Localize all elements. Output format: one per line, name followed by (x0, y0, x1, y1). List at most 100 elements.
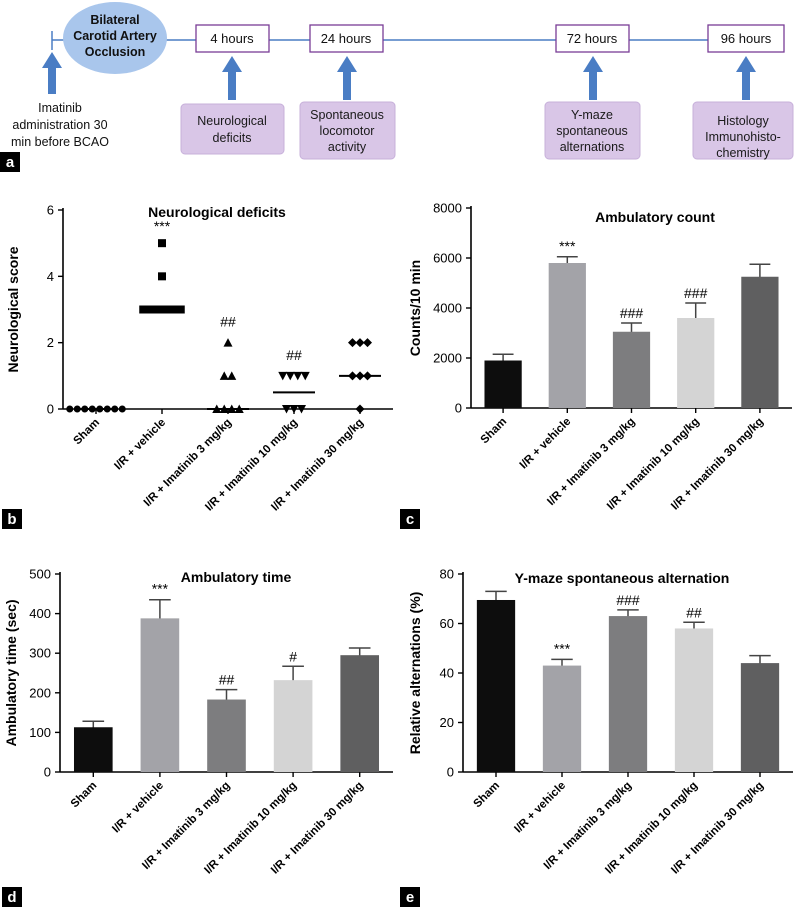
bar-sham (484, 360, 522, 408)
chart-ambulatory-count: Ambulatory count Counts/10 min 0 2000 4000 60… (400, 201, 792, 529)
bcao-line-3: Occlusion (85, 45, 145, 59)
test-label-histology-1: Histology (717, 114, 769, 128)
timepoint-label-72h: 72 hours (567, 31, 618, 46)
chart-title: Y-maze spontaneous alternation (515, 570, 730, 586)
test-box-locomotor (299, 101, 396, 160)
y-axis-label: Neurological score (5, 246, 21, 372)
panel-letter: c (406, 511, 414, 528)
chart-ymaze-alternation: Y-maze spontaneous alternation Relative a… (400, 567, 793, 907)
arrow-72h (583, 56, 603, 100)
y-tick-label: 0 (455, 401, 462, 416)
pretreatment-line-2: administration 30 (12, 118, 107, 132)
data-point (278, 371, 288, 381)
y-tick-label: 6000 (433, 251, 462, 266)
y-tick-label: 60 (440, 616, 454, 631)
y-axis-label: Relative alternations (%) (407, 592, 423, 755)
y-axis-label: Ambulatory time (sec) (3, 599, 19, 746)
timepoint-label-24h: 24 hours (321, 31, 372, 46)
y-tick-label: 40 (440, 666, 454, 681)
data-point (355, 404, 365, 414)
data-point (282, 405, 291, 414)
category-label-sham: Sham (71, 417, 102, 448)
data-point (363, 338, 372, 348)
scatter-group-i-r-vehicle (139, 239, 185, 314)
y-tick-label: 8000 (433, 201, 462, 216)
test-label-histology-2: Immunohisto- (705, 130, 781, 144)
chart-title: Ambulatory count (595, 209, 715, 225)
data-point (158, 239, 166, 248)
test-label-histology-3: chemistry (716, 146, 770, 160)
timepoint-box-24h (309, 24, 384, 53)
significance-i-r-vehicle: *** (554, 640, 571, 656)
bcao-ellipse (63, 2, 167, 74)
bar-i-r-imatinib-10-mg-kg (273, 680, 313, 772)
bar-sham (476, 599, 516, 772)
y-tick-label: 0 (44, 765, 51, 780)
test-label-locomotor-1: Spontaneous (310, 108, 384, 122)
significance-i-r-vehicle: *** (559, 238, 576, 254)
bar-i-r-vehicle (542, 665, 582, 772)
data-point (66, 405, 74, 413)
y-tick-label: 80 (440, 567, 454, 582)
chart-ambulatory-time: Ambulatory time Ambulatory time (sec) 0 100… (2, 567, 393, 907)
panel-letter-bg (400, 887, 420, 907)
significance-i-r-imatinib-3-mg-kg: ## (220, 314, 236, 330)
panel-letter-bg (2, 509, 22, 529)
y-tick-label: 0 (47, 402, 54, 417)
y-tick-label: 300 (29, 646, 51, 661)
chart-title: Ambulatory time (181, 569, 292, 585)
y-tick-label: 4 (47, 269, 54, 284)
test-label-ymaze-2: spontaneous (556, 124, 628, 138)
panel-letter: e (406, 889, 414, 906)
panel-letter-a-bg (0, 152, 20, 172)
significance-i-r-imatinib-10-mg-kg: # (289, 648, 297, 664)
timepoint-box-96h (707, 24, 785, 53)
y-tick-label: 500 (29, 567, 51, 582)
y-tick-label: 2000 (433, 351, 462, 366)
significance-i-r-imatinib-10-mg-kg: ### (684, 285, 708, 301)
y-tick-label: 400 (29, 606, 51, 621)
bar-i-r-imatinib-10-mg-kg (677, 318, 715, 408)
data-point (289, 405, 299, 414)
bcao-line-2: Carotid Artery (73, 29, 157, 43)
timepoint-box-72h (555, 24, 630, 53)
data-point (348, 338, 357, 348)
data-point (227, 371, 237, 380)
panel-letter-bg (400, 509, 420, 529)
test-label-ymaze-3: alternations (560, 140, 625, 154)
y-tick-label: 2 (47, 335, 54, 350)
category-label-i-r-vehicle: I/R + vehicle (112, 417, 168, 473)
data-point (293, 371, 303, 381)
experimental-timeline: Bilateral Carotid Artery Occlusion Imati… (0, 2, 794, 172)
pretreatment-line-1: Imatinib (38, 101, 82, 115)
panel-letter-bg (2, 887, 22, 907)
bar-i-r-vehicle (140, 618, 180, 772)
category-label-sham: Sham (479, 416, 510, 447)
y-tick-label: 4000 (433, 301, 462, 316)
bcao-line-1: Bilateral (90, 13, 139, 27)
category-label-i-r-vehicle: I/R + vehicle (518, 416, 574, 472)
y-tick-label: 0 (447, 765, 454, 780)
test-label-locomotor-3: activity (328, 140, 367, 154)
timepoint-box-4h (195, 24, 270, 53)
significance-i-r-imatinib-10-mg-kg: ## (686, 604, 702, 620)
test-label-neuro-1: Neurological (197, 114, 266, 128)
significance-i-r-imatinib-3-mg-kg: ### (620, 305, 644, 321)
data-point (158, 272, 166, 281)
bar-i-r-imatinib-30-mg-kg (740, 663, 780, 772)
category-label-i-r-vehicle: I/R + vehicle (110, 780, 166, 836)
category-label-sham: Sham (471, 780, 502, 811)
bar-i-r-imatinib-3-mg-kg (207, 699, 246, 772)
bar-i-r-imatinib-30-mg-kg (741, 276, 779, 408)
bar-i-r-vehicle (548, 263, 586, 408)
bar-sham (73, 727, 113, 772)
data-point (285, 371, 295, 381)
data-point (297, 405, 306, 414)
significance-i-r-imatinib-3-mg-kg: ### (616, 592, 640, 608)
arrow-96h (736, 56, 756, 100)
y-axis-label: Counts/10 min (407, 260, 423, 356)
pretreatment-arrow (42, 52, 62, 94)
test-box-neuro (180, 103, 285, 155)
data-point (355, 338, 365, 348)
arrow-24h (337, 56, 357, 100)
